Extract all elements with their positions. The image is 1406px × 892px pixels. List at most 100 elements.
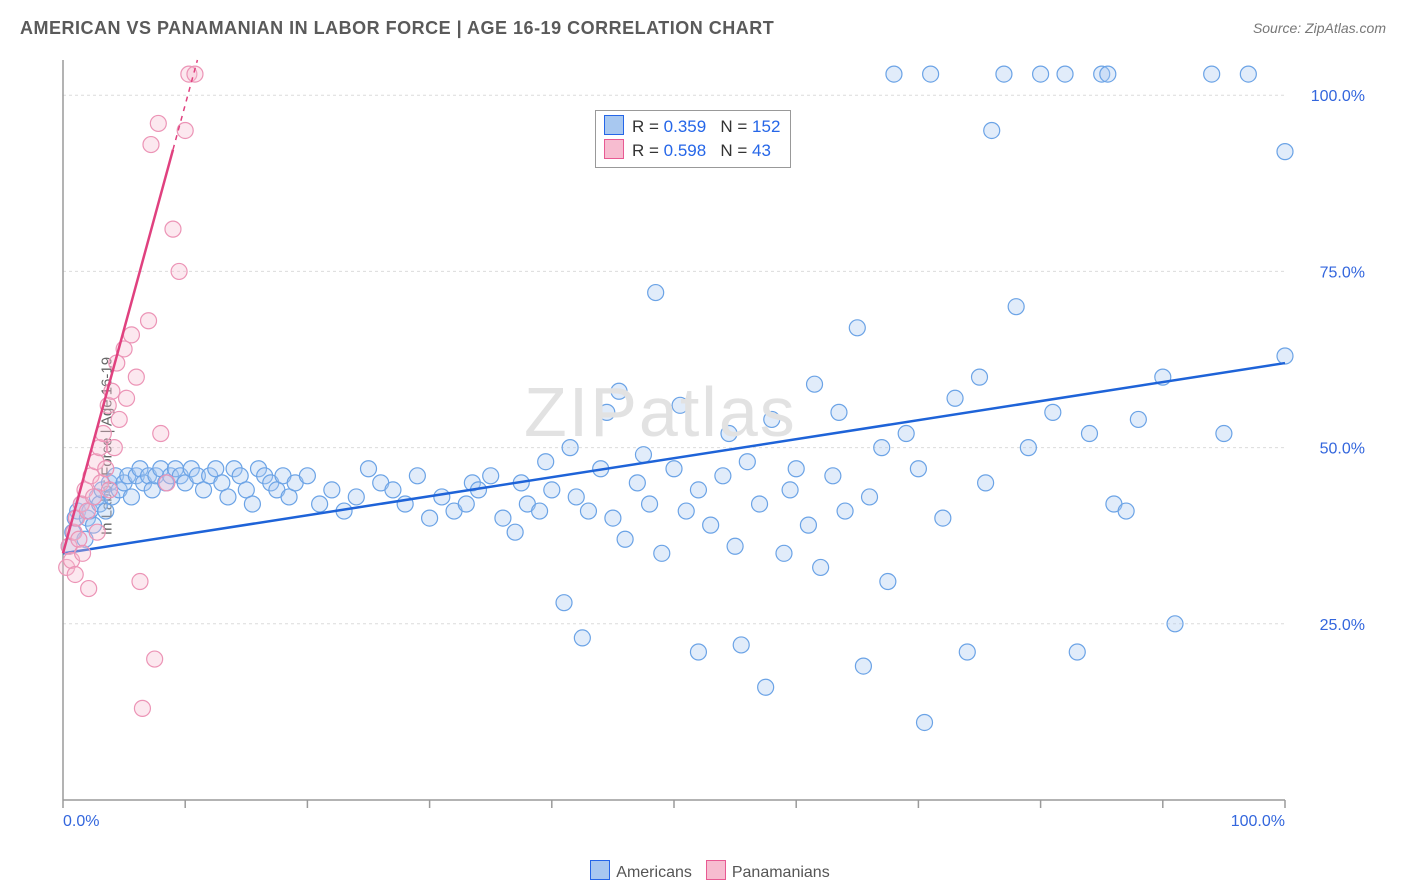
legend-row: R = 0.359 N = 152 <box>604 115 780 139</box>
scatter-point <box>159 475 175 491</box>
scatter-point <box>324 482 340 498</box>
scatter-point <box>855 658 871 674</box>
scatter-point <box>1033 66 1049 82</box>
scatter-point <box>132 574 148 590</box>
scatter-point <box>574 630 590 646</box>
scatter-point <box>666 461 682 477</box>
scatter-point <box>568 489 584 505</box>
scatter-point <box>849 320 865 336</box>
legend-r-label: R = <box>632 117 664 136</box>
scatter-point <box>739 454 755 470</box>
legend-swatch <box>604 139 624 159</box>
scatter-point <box>128 369 144 385</box>
scatter-point <box>629 475 645 491</box>
scatter-point <box>978 475 994 491</box>
scatter-point <box>807 376 823 392</box>
scatter-point <box>910 461 926 477</box>
scatter-point <box>75 545 91 561</box>
scatter-point <box>690 482 706 498</box>
scatter-point <box>635 447 651 463</box>
scatter-point <box>935 510 951 526</box>
chart-title: AMERICAN VS PANAMANIAN IN LABOR FORCE | … <box>20 18 774 38</box>
scatter-point <box>532 503 548 519</box>
x-tick-label: 100.0% <box>1231 813 1285 830</box>
scatter-point <box>1167 616 1183 632</box>
scatter-point <box>917 714 933 730</box>
scatter-point <box>1069 644 1085 660</box>
legend-r-label: R = <box>632 141 664 160</box>
scatter-point <box>1100 66 1116 82</box>
scatter-point <box>1277 144 1293 160</box>
scatter-point <box>299 468 315 484</box>
scatter-point <box>1240 66 1256 82</box>
y-tick-label: 50.0% <box>1320 441 1365 458</box>
scatter-point <box>134 700 150 716</box>
scatter-point <box>422 510 438 526</box>
scatter-point <box>119 390 135 406</box>
scatter-point <box>385 482 401 498</box>
scatter-point <box>886 66 902 82</box>
source-attribution: Source: ZipAtlas.com <box>1253 20 1386 36</box>
scatter-point <box>348 489 364 505</box>
chart-plot-area: 25.0%50.0%75.0%100.0%0.0%100.0% ZIPatlas… <box>55 50 1375 830</box>
scatter-point <box>599 404 615 420</box>
scatter-point <box>458 496 474 512</box>
scatter-point <box>101 482 117 498</box>
scatter-point <box>837 503 853 519</box>
scatter-point <box>123 327 139 343</box>
legend-n-label: N = <box>706 117 752 136</box>
scatter-point <box>800 517 816 533</box>
scatter-point <box>483 468 499 484</box>
scatter-point <box>813 559 829 575</box>
scatter-point <box>67 566 83 582</box>
scatter-point <box>165 221 181 237</box>
scatter-point <box>147 651 163 667</box>
legend-n-value: 152 <box>752 117 780 136</box>
scatter-point <box>143 137 159 153</box>
scatter-point <box>81 581 97 597</box>
scatter-point <box>1045 404 1061 420</box>
scatter-point <box>171 263 187 279</box>
y-tick-label: 100.0% <box>1311 88 1365 105</box>
scatter-point <box>947 390 963 406</box>
scatter-point <box>1216 426 1232 442</box>
legend-swatch <box>604 115 624 135</box>
scatter-point <box>672 397 688 413</box>
scatter-point <box>825 468 841 484</box>
legend-series-label: Americans <box>616 864 692 881</box>
scatter-point <box>495 510 511 526</box>
trend-line <box>63 363 1285 553</box>
legend-n-value: 43 <box>752 141 771 160</box>
scatter-point <box>123 489 139 505</box>
scatter-point <box>562 440 578 456</box>
scatter-point <box>150 115 166 131</box>
scatter-point <box>1020 440 1036 456</box>
scatter-point <box>434 489 450 505</box>
scatter-point <box>648 285 664 301</box>
x-tick-label: 0.0% <box>63 813 99 830</box>
scatter-point <box>874 440 890 456</box>
scatter-point <box>71 531 87 547</box>
scatter-point <box>1277 348 1293 364</box>
scatter-point <box>984 122 1000 138</box>
scatter-point <box>538 454 554 470</box>
scatter-point <box>727 538 743 554</box>
scatter-point <box>312 496 328 512</box>
scatter-point <box>153 426 169 442</box>
legend-row: R = 0.598 N = 43 <box>604 139 780 163</box>
scatter-point <box>1057 66 1073 82</box>
scatter-point <box>959 644 975 660</box>
scatter-point <box>898 426 914 442</box>
scatter-point <box>1204 66 1220 82</box>
legend-swatch <box>706 860 726 880</box>
scatter-point <box>89 524 105 540</box>
scatter-point <box>1081 426 1097 442</box>
scatter-point <box>880 574 896 590</box>
scatter-point <box>703 517 719 533</box>
scatter-point <box>580 503 596 519</box>
scatter-point <box>244 496 260 512</box>
scatter-point <box>544 482 560 498</box>
scatter-point <box>788 461 804 477</box>
scatter-point <box>776 545 792 561</box>
scatter-point <box>177 122 193 138</box>
